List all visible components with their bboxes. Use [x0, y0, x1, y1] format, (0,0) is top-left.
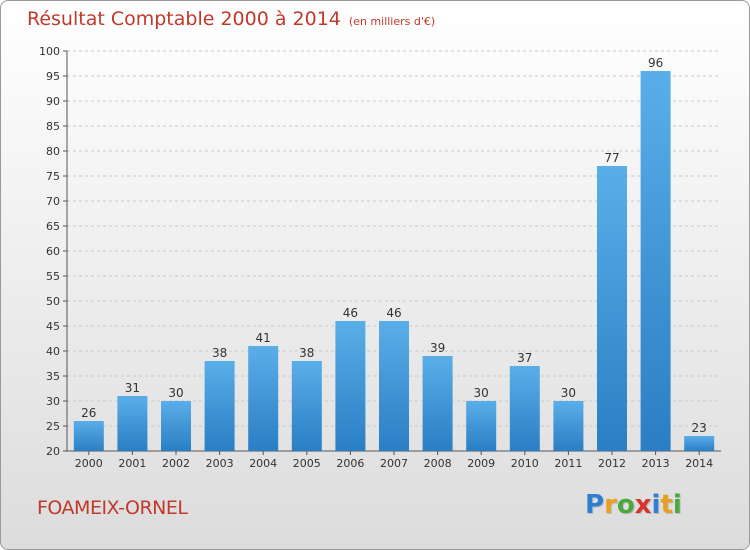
y-tick-label: 60 [46, 245, 60, 258]
logo-letter: i [672, 490, 682, 520]
y-tick-label: 70 [46, 195, 60, 208]
bar-value-label: 41 [256, 331, 271, 345]
y-tick-label: 35 [46, 370, 60, 383]
y-tick-label: 30 [46, 395, 60, 408]
bar-value-label: 46 [343, 306, 358, 320]
bar-2000 [73, 421, 104, 451]
chart-title: Résultat Comptable 2000 à 2014 (en millie… [27, 8, 435, 30]
bar-2003 [204, 361, 235, 451]
logo-letter: x [634, 490, 652, 520]
bar-value-label: 39 [430, 341, 445, 355]
y-tick-label: 25 [46, 420, 60, 433]
x-tick-label: 2013 [642, 457, 670, 470]
bar-2001 [117, 396, 148, 451]
x-tick-label: 2011 [554, 457, 582, 470]
bar-2013 [640, 71, 671, 451]
x-tick-label: 2002 [162, 457, 190, 470]
logo-letter: P [585, 490, 605, 520]
y-tick-label: 95 [46, 70, 60, 83]
bar-value-label: 30 [168, 386, 183, 400]
proxiti-logo: Proxiti [585, 490, 682, 520]
chart-title-text: Résultat Comptable 2000 à 2014 [27, 8, 341, 30]
x-tick-label: 2003 [206, 457, 234, 470]
bar-2011 [553, 401, 584, 451]
y-tick-label: 55 [46, 270, 60, 283]
bar-2014 [684, 436, 715, 451]
x-tick-label: 2006 [336, 457, 364, 470]
bar-value-label: 30 [474, 386, 489, 400]
y-tick-label: 85 [46, 120, 60, 133]
x-tick-label: 2000 [75, 457, 103, 470]
x-tick-label: 2007 [380, 457, 408, 470]
y-tick-label: 80 [46, 145, 60, 158]
x-tick-label: 2005 [293, 457, 321, 470]
bar-value-label: 96 [648, 56, 663, 70]
x-tick-label: 2001 [118, 457, 146, 470]
logo-letter: i [651, 490, 661, 520]
bar-value-label: 38 [299, 346, 314, 360]
x-tick-label: 2009 [467, 457, 495, 470]
bar-2009 [466, 401, 497, 451]
bar-value-label: 46 [386, 306, 401, 320]
bar-value-label: 26 [81, 406, 96, 420]
x-tick-label: 2012 [598, 457, 626, 470]
city-name: FOAMEIX-ORNEL [37, 497, 188, 519]
bar-2004 [248, 346, 279, 451]
bar-2007 [379, 321, 409, 451]
bar-value-label: 37 [517, 351, 532, 365]
y-tick-label: 75 [46, 170, 60, 183]
y-tick-label: 65 [46, 220, 60, 233]
bar-2008 [422, 356, 453, 451]
y-tick-label: 40 [46, 345, 60, 358]
unit-note: (en milliers d'€) [348, 15, 436, 28]
y-tick-label: 50 [46, 295, 60, 308]
bar-value-label: 23 [692, 421, 707, 435]
y-tick-label: 90 [46, 95, 60, 108]
y-tick-label: 45 [46, 320, 60, 333]
bar-value-label: 38 [212, 346, 227, 360]
logo-letter: r [604, 490, 617, 520]
bar-value-label: 77 [604, 151, 619, 165]
y-tick-label: 20 [46, 445, 60, 458]
bar-2010 [509, 366, 540, 451]
bar-2005 [291, 361, 322, 451]
bar-value-label: 31 [125, 381, 140, 395]
bar-2006 [335, 321, 366, 451]
bar-2012 [597, 166, 627, 451]
x-tick-label: 2004 [249, 457, 277, 470]
bar-value-label: 30 [561, 386, 576, 400]
logo-letter: o [616, 490, 635, 520]
logo-letter: t [660, 490, 673, 520]
bar-2002 [161, 401, 191, 451]
x-tick-label: 2010 [511, 457, 539, 470]
x-tick-label: 2014 [685, 457, 713, 470]
y-tick-label: 100 [39, 45, 60, 58]
x-tick-label: 2008 [424, 457, 452, 470]
